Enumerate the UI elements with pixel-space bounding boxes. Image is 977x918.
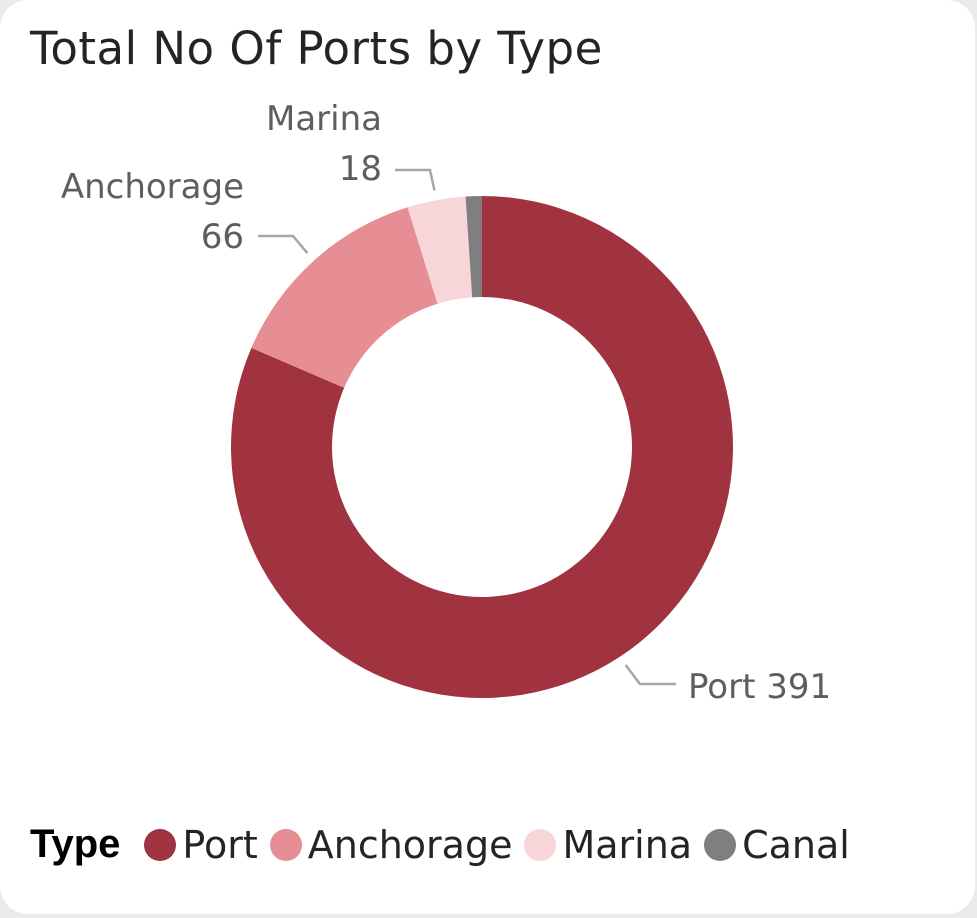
leader-line-port (624, 664, 676, 686)
data-label-name-marina: Marina (266, 99, 382, 139)
legend-swatch-marina (524, 828, 557, 861)
slice-marina[interactable] (407, 196, 473, 304)
data-label-name-anchorage: Anchorage (61, 167, 244, 207)
legend-label-anchorage: Anchorage (307, 822, 513, 867)
chart-title: Total No Of Ports by Type (30, 22, 603, 75)
slice-port[interactable] (230, 196, 733, 698)
legend-label-canal: Canal (742, 822, 850, 867)
legend-title: Type (30, 822, 121, 866)
legend-item-port[interactable]: Port (144, 822, 258, 867)
legend-label-marina: Marina (562, 822, 693, 867)
data-label-port: Port 391 (688, 667, 831, 707)
legend-label-port: Port (182, 822, 258, 867)
slice-anchorage[interactable] (251, 207, 438, 388)
legend-item-anchorage[interactable]: Anchorage (269, 822, 513, 867)
legend: Type Port Anchorage Marina Canal (30, 822, 862, 867)
data-label-value-marina: 18 (339, 149, 382, 189)
donut-chart[interactable]: Port 391 Anchorage 66 Marina 18 (0, 0, 977, 780)
legend-swatch-port (144, 828, 177, 861)
legend-swatch-anchorage (269, 828, 302, 861)
legend-item-canal[interactable]: Canal (704, 823, 850, 867)
legend-swatch-canal (704, 828, 737, 861)
leader-line-anchorage (258, 234, 309, 254)
data-label-value-anchorage: 66 (201, 217, 244, 257)
slice-canal[interactable] (465, 196, 482, 298)
leader-line-marina (395, 168, 436, 191)
legend-item-marina[interactable]: Marina (524, 823, 692, 867)
